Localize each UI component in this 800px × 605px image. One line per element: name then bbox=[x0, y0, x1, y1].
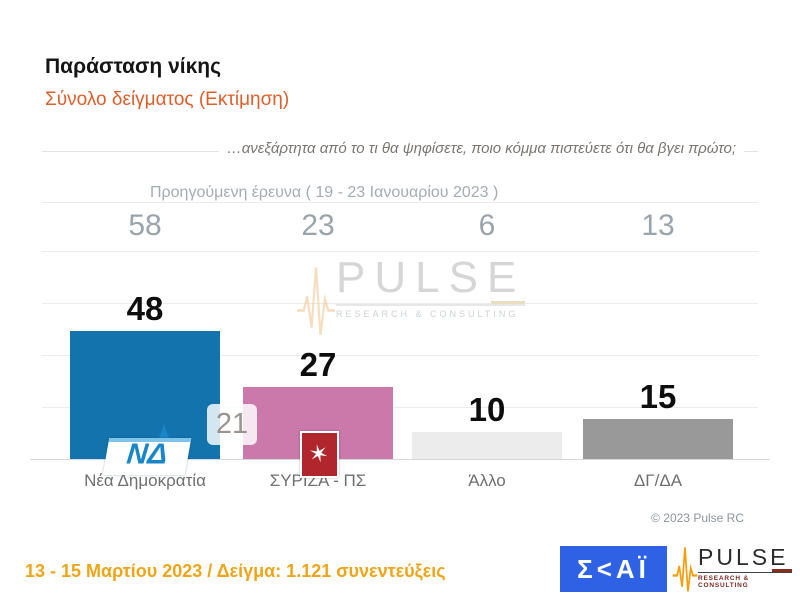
pulse-rule bbox=[698, 569, 792, 573]
previous-survey-label: Προηγούμενη έρευνα ( 19 - 23 Ιανουαρίου … bbox=[150, 184, 499, 201]
bar-other bbox=[412, 432, 562, 459]
survey-question: …ανεξάρτητα από το τι θα ψηφίσετε, ποιο … bbox=[218, 140, 744, 157]
category-label-nd: Νέα Δημοκρατία bbox=[84, 471, 206, 490]
previous-value-nd: 58 bbox=[128, 209, 162, 242]
previous-value-other: 6 bbox=[478, 209, 496, 242]
watermark-tagline: RESEARCH & CONSULTING bbox=[336, 309, 519, 319]
pulse-tagline-text: RESEARCH & CONSULTING bbox=[698, 575, 749, 589]
nd-flame-icon bbox=[159, 424, 169, 438]
watermark-rule bbox=[336, 301, 526, 306]
previous-value-dkda: 13 bbox=[641, 209, 675, 242]
difference-badge: 21 bbox=[207, 404, 257, 445]
nd-logo-text: ΝΔ bbox=[125, 438, 169, 471]
gridline bbox=[42, 202, 758, 203]
pulse-waveform-icon bbox=[297, 267, 335, 336]
gridline bbox=[42, 355, 758, 356]
pulse-logo: PULSE RESEARCH & CONSULTING bbox=[672, 540, 792, 598]
syriza-star-icon: ✶ bbox=[306, 438, 333, 470]
axis-baseline bbox=[30, 459, 770, 460]
category-label-other: Άλλο bbox=[468, 471, 506, 490]
value-label-syriza: 27 bbox=[299, 346, 337, 383]
gridline bbox=[42, 303, 758, 304]
skai-logo: Σ<ΑΪ bbox=[560, 546, 667, 592]
value-label-nd: 48 bbox=[126, 290, 164, 327]
copyright-text: © 2023 Pulse RC bbox=[651, 511, 744, 525]
page-title: Παράσταση νίκης bbox=[45, 55, 222, 78]
footer-sample-text: 13 - 15 Μαρτίου 2023 / Δείγμα: 1.121 συν… bbox=[25, 561, 446, 581]
watermark-brand-text: PULSE bbox=[336, 253, 526, 302]
gridline bbox=[42, 251, 758, 252]
value-label-other: 10 bbox=[468, 391, 506, 428]
gridline bbox=[42, 407, 758, 408]
previous-value-syriza: 23 bbox=[301, 209, 335, 242]
category-label-dkda: ΔΓ/ΔΑ bbox=[633, 471, 683, 490]
pulse-watermark: PULSE RESEARCH & CONSULTING bbox=[296, 256, 526, 346]
syriza-logo: ✶ bbox=[300, 431, 339, 478]
nea-dimokratia-logo: ΝΔ bbox=[102, 424, 192, 475]
pulse-brand-text: PULSE bbox=[698, 544, 789, 570]
skai-logo-text: Σ<ΑΪ bbox=[577, 554, 650, 584]
pulse-waveform-icon bbox=[672, 547, 698, 592]
bar-nea-dimokratia bbox=[70, 331, 220, 459]
bar-dkda bbox=[583, 419, 733, 459]
value-label-dkda: 15 bbox=[639, 378, 677, 415]
page-subtitle: Σύνολο δείγματος (Εκτίμηση) bbox=[45, 89, 290, 110]
category-label-syriza: ΣΥΡΙΖΑ - ΠΣ bbox=[269, 471, 367, 490]
